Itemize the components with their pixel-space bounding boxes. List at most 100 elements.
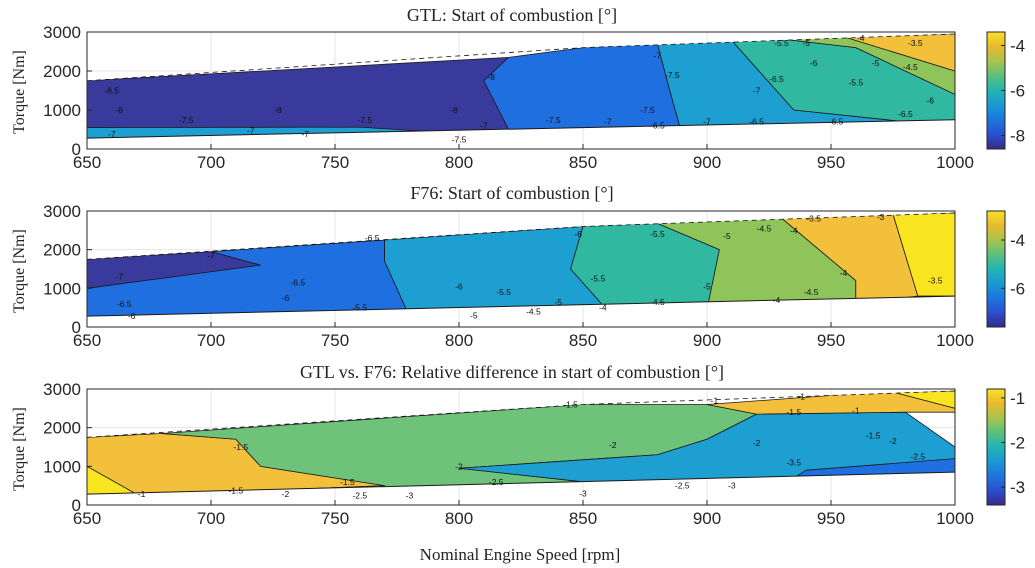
contour-label: -3.5 bbox=[786, 457, 801, 467]
x-tick-label: 650 bbox=[73, 331, 101, 350]
x-tick-label: 900 bbox=[693, 153, 721, 172]
contour-label: -2.5 bbox=[352, 490, 367, 500]
colorbar-tick-label: -4 bbox=[1010, 231, 1025, 250]
x-tick-label: 750 bbox=[321, 153, 349, 172]
domain-upper-edge bbox=[86, 212, 956, 260]
contour-label: -5 bbox=[703, 281, 711, 291]
contour-label: -1 bbox=[852, 405, 860, 415]
contour-label: -1.5 bbox=[340, 477, 355, 487]
contour-label: -7 bbox=[654, 50, 662, 60]
contour-label: -7.5 bbox=[546, 115, 561, 125]
contour-label: -7.5 bbox=[640, 105, 655, 115]
contour-fill-group bbox=[87, 212, 955, 317]
contour-panel-gtl: GTL: Start of combustion [°] Torque [Nm]… bbox=[11, 5, 1025, 172]
colorbar-tick-label: -6 bbox=[1010, 279, 1025, 298]
contour-label: -5 bbox=[802, 38, 810, 48]
colorbar-tick-label: -1 bbox=[1010, 389, 1025, 408]
contour-label: -1.5 bbox=[786, 407, 801, 417]
contour-label: -1.5 bbox=[228, 485, 243, 495]
contour-label: -5 bbox=[723, 231, 731, 241]
contour-label: -1.5 bbox=[233, 442, 248, 452]
colorbar bbox=[986, 388, 1006, 506]
contour-label: -3.5 bbox=[806, 214, 821, 224]
contour-label: -8 bbox=[115, 105, 123, 115]
colorbar-tick-label: -4 bbox=[1010, 37, 1025, 56]
contour-label: -1 bbox=[138, 489, 146, 499]
contour-label: -7 bbox=[753, 86, 761, 96]
contour-label: -5.5 bbox=[591, 274, 606, 284]
x-tick-label: 700 bbox=[197, 153, 225, 172]
contour-label: -7 bbox=[115, 272, 123, 282]
contour-label: -7.5 bbox=[179, 115, 194, 125]
contour-panel-f76: F76: Start of combustion [°] Torque [Nm]… bbox=[11, 183, 1025, 350]
contour-label: -5 bbox=[872, 58, 880, 68]
axes-box bbox=[86, 210, 956, 328]
contour-label: -7 bbox=[604, 117, 612, 127]
contour-label: -8.5 bbox=[104, 86, 119, 96]
x-tick-label: 800 bbox=[445, 331, 473, 350]
contour-label: -6.5 bbox=[749, 117, 764, 127]
contour-label: -6 bbox=[926, 95, 934, 105]
y-axis-label: Torque [Nm] bbox=[11, 229, 28, 313]
domain-lower-edge bbox=[86, 295, 956, 317]
contour-label: -2 bbox=[609, 440, 617, 450]
contour-label: -4 bbox=[857, 33, 865, 43]
contour-label: -2 bbox=[282, 489, 290, 499]
contour-label: -7.5 bbox=[665, 70, 680, 80]
x-tick-label: 700 bbox=[197, 509, 225, 528]
y-tick-label: 1000 bbox=[43, 457, 81, 476]
contour-label: -1 bbox=[797, 392, 805, 402]
y-tick-label: 0 bbox=[72, 318, 81, 337]
contour-label: -1 bbox=[711, 396, 719, 406]
contour-label: -6 bbox=[128, 311, 136, 321]
contour-label: -4.5 bbox=[903, 62, 918, 72]
contour-label: -8 bbox=[450, 105, 458, 115]
x-tick-label: 850 bbox=[569, 509, 597, 528]
contour-label: -4 bbox=[773, 295, 781, 305]
y-tick-label: 2000 bbox=[43, 62, 81, 81]
x-tick-label: 900 bbox=[693, 331, 721, 350]
contour-label: -6.5 bbox=[290, 278, 305, 288]
x-tick-label: 650 bbox=[73, 153, 101, 172]
x-tick-label: 700 bbox=[197, 331, 225, 350]
contour-label: -7 bbox=[108, 129, 116, 139]
contour-label: -3 bbox=[728, 481, 736, 491]
contour-label: -3.5 bbox=[928, 276, 943, 286]
contour-label: -6 bbox=[282, 293, 290, 303]
contour-label: -6 bbox=[455, 281, 463, 291]
contour-label: -2 bbox=[889, 436, 897, 446]
contour-label: -6.5 bbox=[898, 109, 913, 119]
contour-label: -6.5 bbox=[769, 74, 784, 84]
panel-title: GTL vs. F76: Relative difference in star… bbox=[300, 362, 724, 382]
contour-label: -5.5 bbox=[774, 38, 789, 48]
y-tick-label: 1000 bbox=[43, 279, 81, 298]
contour-label: -2.5 bbox=[910, 452, 925, 462]
y-tick-label: 2000 bbox=[43, 419, 81, 438]
contour-label: -4.5 bbox=[804, 287, 819, 297]
x-tick-label: 950 bbox=[817, 331, 845, 350]
contour-label: -4.5 bbox=[650, 297, 665, 307]
x-tick-label: 800 bbox=[445, 153, 473, 172]
y-tick-label: 3000 bbox=[43, 202, 81, 221]
domain-lower-edge bbox=[86, 119, 956, 139]
colorbar bbox=[986, 210, 1006, 328]
axes-box bbox=[86, 31, 956, 150]
y-tick-label: 3000 bbox=[43, 23, 81, 42]
panel-title: F76: Start of combustion [°] bbox=[410, 183, 613, 203]
contour-panel-difference: GTL vs. F76: Relative difference in star… bbox=[11, 362, 1025, 528]
domain-upper-edge bbox=[86, 33, 956, 82]
contour-label: -8 bbox=[274, 105, 282, 115]
colorbar-tick-label: -3 bbox=[1010, 478, 1025, 497]
contour-label: -5.5 bbox=[352, 303, 367, 313]
contour-label: -7 bbox=[207, 250, 215, 260]
contour-label: -5 bbox=[470, 310, 478, 320]
contour-fill-group bbox=[87, 33, 955, 139]
contour-label: -7 bbox=[247, 126, 255, 136]
contour-label: -7 bbox=[301, 129, 309, 139]
contour-label: -7.5 bbox=[452, 134, 467, 144]
contour-label: -1.5 bbox=[563, 399, 578, 409]
x-tick-label: 800 bbox=[445, 509, 473, 528]
y-tick-label: 1000 bbox=[43, 101, 81, 120]
x-tick-label: 1000 bbox=[936, 509, 974, 528]
